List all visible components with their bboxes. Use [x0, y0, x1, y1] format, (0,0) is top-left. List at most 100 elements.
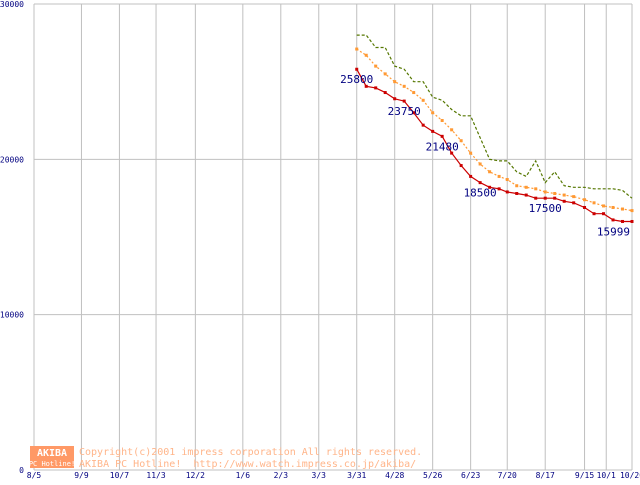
data-label: 17500 [529, 202, 562, 215]
series-point-2 [602, 204, 606, 208]
series-point-2 [497, 174, 501, 178]
series-point-1 [459, 164, 463, 168]
series-point-2 [562, 193, 566, 197]
series-line-3 [356, 34, 633, 199]
data-label: 15999 [597, 225, 630, 238]
series-point-1 [412, 111, 416, 115]
series-point-2 [412, 91, 416, 95]
series-point-2 [374, 64, 378, 68]
series-point-2 [553, 192, 557, 196]
series-point-2 [592, 201, 596, 205]
data-label: 21480 [426, 140, 459, 153]
x-tick-label: 7/20 [498, 471, 517, 480]
x-tick-label: 5/26 [423, 471, 442, 480]
series-point-2 [572, 195, 576, 199]
series-point-1 [374, 86, 378, 90]
series-point-1 [505, 190, 509, 194]
series-point-1 [421, 123, 425, 127]
series-point-1 [553, 196, 557, 200]
series-point-2 [402, 84, 406, 88]
akiba-logo-bottom: PC Hotline! [29, 460, 75, 468]
series-point-1 [488, 185, 492, 189]
series-point-2 [621, 207, 625, 211]
series-point-1 [562, 199, 566, 203]
x-tick-label: 3/31 [347, 471, 366, 480]
series-point-1 [602, 212, 606, 216]
series-point-2 [534, 187, 538, 191]
x-tick-label: 10/7 [110, 471, 129, 480]
x-tick-label: 8/17 [536, 471, 555, 480]
x-tick-label: 10/20 [620, 471, 640, 480]
watermark: AKIBA PC Hotline! Copyright(c)2001 impre… [29, 446, 422, 470]
series-point-1 [515, 192, 519, 196]
series-point-2 [431, 111, 435, 115]
series-point-2 [543, 190, 547, 194]
series-line-1 [356, 68, 632, 223]
watermark-copyright: Copyright(c)2001 impress corporation All… [79, 447, 422, 458]
series-point-1 [450, 151, 454, 155]
annotation-layer: 25800 23750 21480 18500 17500 15999 [340, 73, 630, 238]
x-tick-label: 8/5 [27, 471, 42, 480]
x-tick-label: 4/28 [385, 471, 404, 480]
series-point-2 [515, 184, 519, 188]
series-point-2 [505, 178, 509, 182]
x-tick-label: 2/3 [274, 471, 289, 480]
akiba-logo-top: AKIBA [37, 448, 67, 459]
series-point-1 [440, 134, 444, 138]
x-tick-label: 11/3 [146, 471, 165, 480]
grid-lines [33, 3, 633, 471]
series-point-2 [488, 170, 492, 174]
series-point-2 [440, 119, 444, 122]
akiba-logo-bottom-bg [30, 458, 74, 468]
data-label: 25800 [340, 73, 373, 86]
x-tick-label: 6/23 [461, 471, 480, 480]
series-point-1 [621, 219, 625, 223]
series-point-1 [431, 129, 435, 133]
series-point-2 [364, 53, 368, 57]
series-point-1 [572, 201, 576, 205]
series-point-2 [355, 47, 359, 51]
series-point-1 [524, 193, 528, 197]
series-point-1 [583, 205, 587, 209]
series-point-1 [630, 219, 634, 223]
y-tick-label: 10000 [0, 311, 24, 320]
akiba-logo-top-bg [30, 446, 74, 458]
x-tick-label: 3/3 [312, 471, 327, 480]
series-point-1 [469, 174, 473, 178]
x-tick-label: 12/2 [186, 471, 205, 480]
series-point-2 [421, 98, 425, 102]
series-point-1 [543, 196, 547, 200]
series-point-1 [534, 196, 538, 200]
series-point-1 [478, 181, 482, 185]
x-tick-label: 9/15 [575, 471, 594, 480]
x-tick-label: 9/9 [74, 471, 89, 480]
series-line-2 [356, 48, 633, 212]
series-point-1 [592, 212, 596, 216]
y-tick-label: 0 [19, 466, 24, 475]
series-point-2 [630, 209, 634, 213]
y-tick-label: 20000 [0, 155, 24, 164]
series-point-2 [459, 139, 463, 143]
series-point-1 [355, 67, 359, 71]
series-point-2 [611, 205, 615, 209]
series-point-1 [393, 97, 397, 101]
x-tick-label: 1/6 [236, 471, 251, 480]
x-tick-label: 10/1 [597, 471, 616, 480]
data-label: 23750 [388, 105, 421, 118]
series-point-2 [393, 80, 397, 84]
series-point-2 [383, 72, 387, 76]
series-point-1 [497, 187, 501, 191]
series-layer [355, 34, 634, 223]
series-point-2 [524, 185, 528, 189]
series-point-1 [364, 84, 368, 88]
series-point-1 [402, 99, 406, 103]
watermark-site: AKIBA PC Hotline! http://www.watch.impre… [79, 459, 416, 470]
series-point-1 [383, 91, 387, 95]
y-tick-label: 30000 [0, 0, 24, 9]
series-point-2 [583, 198, 587, 202]
series-point-2 [469, 151, 473, 155]
data-label: 18500 [464, 187, 497, 200]
